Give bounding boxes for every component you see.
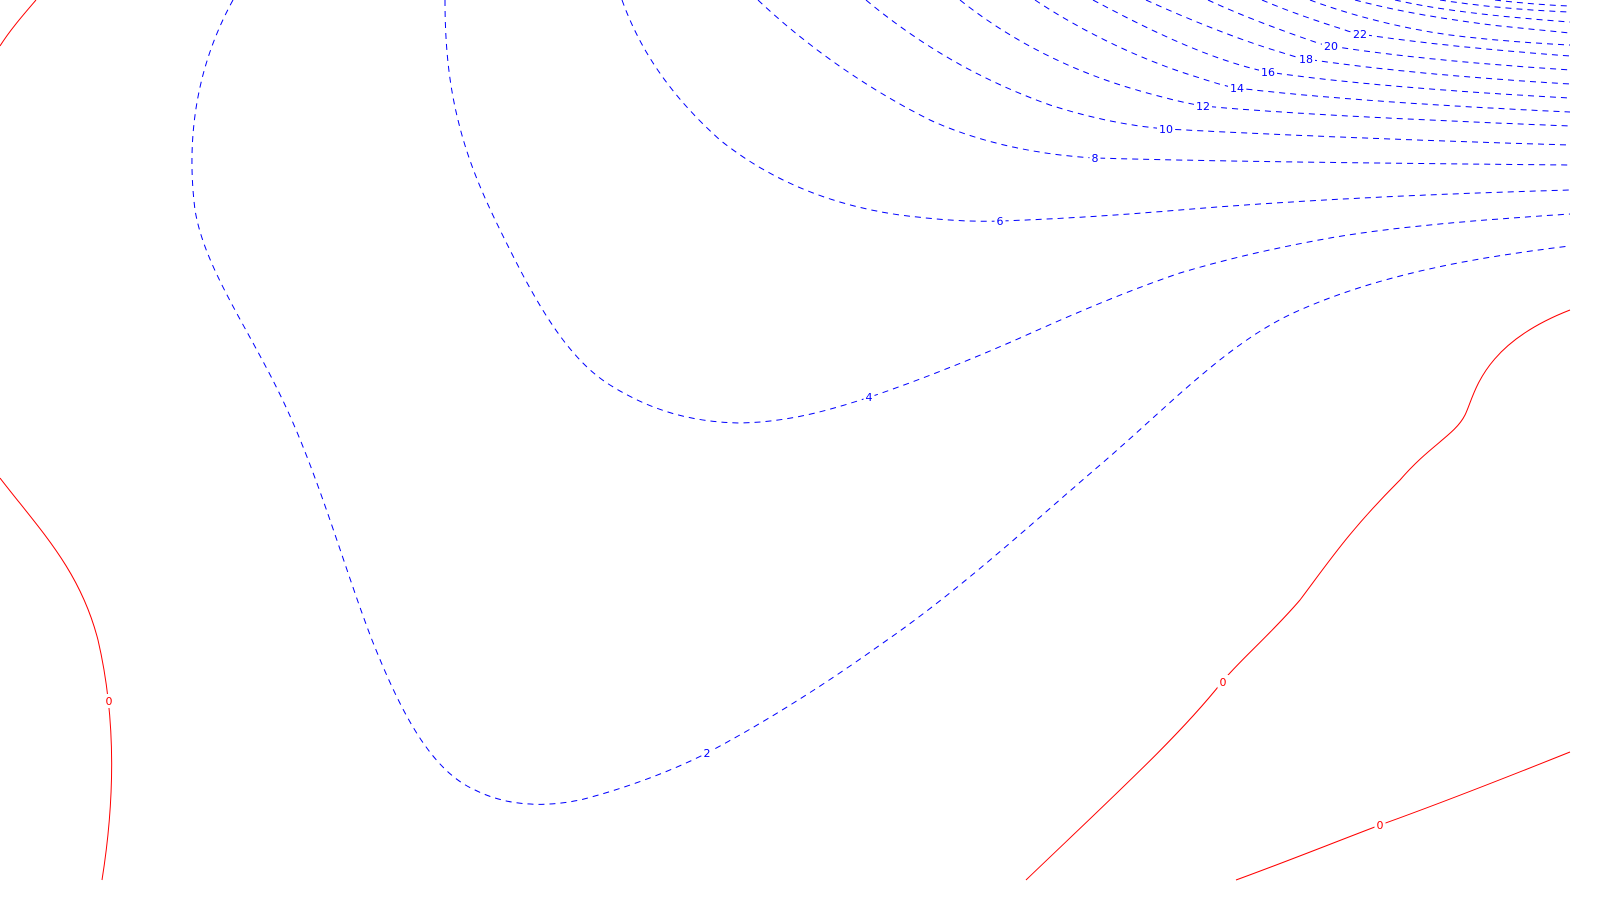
contour-label-bg-zero-right-upper [1217,675,1229,689]
contour-label-bg-two [701,746,713,760]
contour-line-extra-c [1394,0,1571,23]
contour-line-extra-d [1439,0,1571,13]
contour-label-bg-six [994,214,1006,228]
contour-line-four [444,0,1571,424]
contour-label-fourteen: 14 [1230,82,1244,95]
contour-line-extra-a [1309,0,1571,46]
contour-line-zero-topleft [0,0,37,47]
contour-line-zero-left [0,477,113,881]
contour-line-zero-right-upper [1025,309,1571,881]
contour-label-bg-twenty-two [1351,27,1369,41]
contour-label-bg-eight [1089,151,1101,165]
contour-label-bg-zero-left [103,694,115,708]
contour-label-zero-right-lower: 0 [1377,819,1384,832]
contour-label-two: 2 [704,747,711,760]
contour-line-eight [757,0,1571,166]
contour-line-sixteen [1092,0,1571,99]
contour-line-six [621,0,1571,222]
contour-labels: 0 0 0 2 4 6 8 10 12 14 16 18 20 22 [103,27,1386,832]
contour-label-bg-ten [1157,122,1175,136]
contour-label-bg-eighteen [1297,52,1315,66]
contour-line-twelve [959,0,1571,127]
contour-label-bg-twelve [1194,99,1212,113]
contour-lines [0,0,1571,881]
contour-line-extra-e [1494,0,1571,7]
contour-label-twelve: 12 [1196,100,1210,113]
contour-label-eight: 8 [1092,152,1099,165]
contour-label-sixteen: 16 [1261,66,1275,79]
contour-label-twenty-two: 22 [1353,28,1367,41]
contour-label-six: 6 [997,215,1004,228]
contour-line-twenty [1207,0,1571,71]
contour-line-two [191,0,1571,805]
contour-label-eighteen: 18 [1299,53,1313,66]
contour-label-bg-four [863,390,875,404]
contour-label-bg-twenty [1322,39,1340,53]
contour-label-bg-sixteen [1259,65,1277,79]
contour-label-ten: 10 [1159,123,1173,136]
contour-label-twenty: 20 [1324,40,1338,53]
contour-label-bg-fourteen [1228,81,1246,95]
contour-line-extra-b [1354,0,1571,34]
contour-label-zero-left: 0 [106,695,113,708]
contour-label-bg-zero-right-lower [1374,818,1386,832]
contour-label-four: 4 [866,391,873,404]
contour-label-zero-right-upper: 0 [1220,676,1227,689]
